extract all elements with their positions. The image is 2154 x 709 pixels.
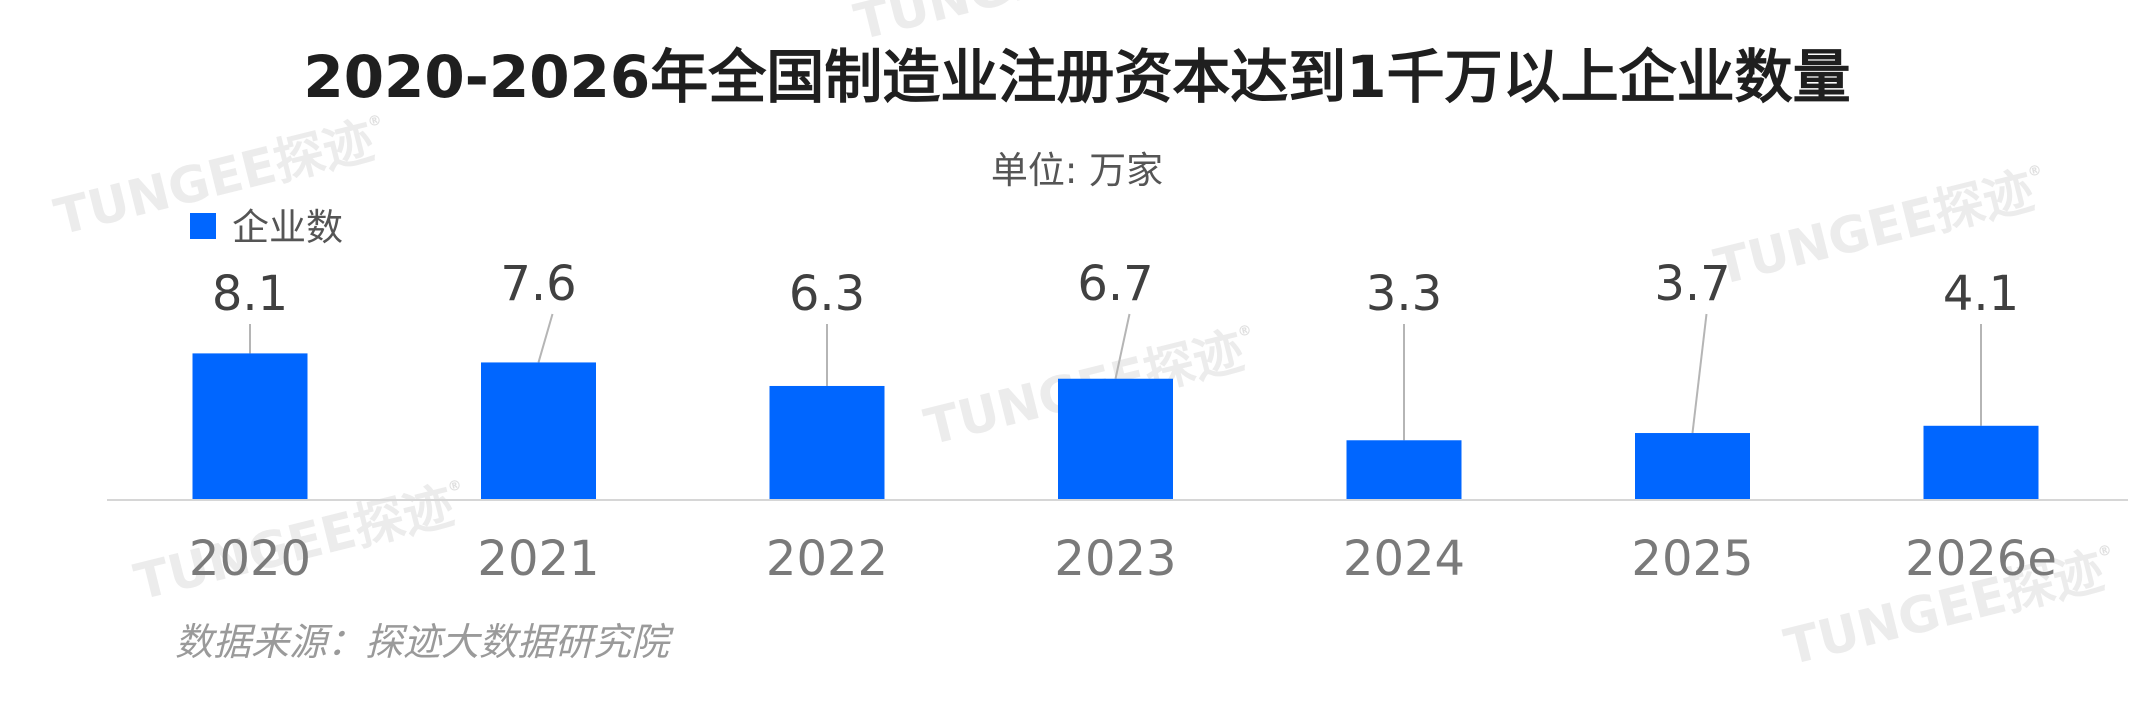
tick-label-2025: 2025 [1631,531,1753,587]
value-labels: 8.1 7.6 6.3 6.7 3.3 3.7 4.1 [212,256,2019,322]
legend-label: 企业数 [232,206,343,249]
source-note: 数据来源：探迹大数据研究院 [175,620,674,664]
value-label-2022: 6.3 [789,266,865,322]
legend: 企业数 [190,206,343,249]
value-label-2020: 8.1 [212,266,288,322]
chart-title: 2020-2026年全国制造业注册资本达到1千万以上企业数量 [303,43,1850,111]
x-axis-tick-labels: 2020 2021 2022 2023 2024 2025 2026e [189,531,2057,587]
tick-label-2021: 2021 [477,531,599,587]
bar-2022 [769,385,885,500]
bar-2020 [192,353,308,500]
tick-label-2024: 2024 [1343,531,1465,587]
tick-label-2020: 2020 [189,531,311,587]
leader-lines [249,313,1982,441]
tick-label-2022: 2022 [766,531,888,587]
chart-subtitle: 单位: 万家 [991,149,1163,192]
bar-2026e [1923,425,2039,500]
value-label-2024: 3.3 [1366,266,1442,322]
bar-2024 [1346,440,1462,500]
value-label-2023: 6.7 [1077,256,1153,312]
leader-line-2023 [1114,313,1131,379]
bar-2025 [1635,433,1750,500]
tick-label-2026e: 2026e [1905,531,2057,587]
legend-swatch [190,213,216,239]
leader-line-2021 [537,313,554,363]
bars [192,353,2039,500]
value-label-2025: 3.7 [1654,256,1730,312]
bar-2023 [1058,378,1173,500]
leader-line-2025 [1691,313,1708,434]
value-label-2026e: 4.1 [1943,266,2019,322]
tick-label-2023: 2023 [1054,531,1176,587]
value-label-2021: 7.6 [500,256,576,312]
bar-2021 [481,362,596,500]
